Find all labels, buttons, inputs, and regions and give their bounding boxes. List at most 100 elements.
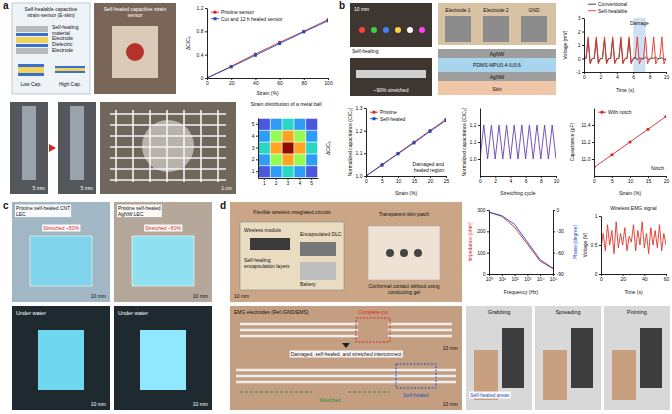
tick: 8 <box>649 72 652 80</box>
axis-title: ΔC/C₀ <box>185 36 191 50</box>
text-line: Normalized capacitance (C/C₀) <box>461 107 467 176</box>
tick-label: 1.1 <box>470 139 477 145</box>
axis-line <box>601 217 602 275</box>
axis-line <box>481 176 557 177</box>
label-bg <box>117 205 162 218</box>
label: Stretched ~50% <box>145 225 181 231</box>
chart: 020406000.51Time (s)Voltage (V)Wireless … <box>582 205 669 295</box>
tick-label: 4 <box>616 74 619 80</box>
decor-line <box>166 110 168 182</box>
legend-marker <box>600 111 603 114</box>
tick-label: 60 <box>277 80 283 86</box>
tick: 8 <box>540 176 543 184</box>
axis-line <box>490 274 554 275</box>
tick: 5 <box>611 176 614 184</box>
tick: 2 <box>275 178 278 186</box>
tick-label: 10⁴ <box>537 276 545 282</box>
tick-label: 0 <box>201 75 204 81</box>
tick-mark <box>487 231 489 232</box>
tick: -90 <box>553 271 564 277</box>
tick-mark <box>487 210 489 211</box>
decor-line <box>236 375 456 378</box>
tick-label: 300 <box>477 207 486 213</box>
series-line <box>489 212 553 269</box>
axis-line <box>480 109 481 177</box>
legend-entry: Pristine <box>370 109 397 115</box>
series-line <box>366 120 446 176</box>
y-axis: 00.51 <box>591 213 602 277</box>
arrow <box>342 343 350 348</box>
legend-label: With notch <box>608 109 632 115</box>
series-line <box>480 125 556 159</box>
y-axis: -10123 <box>576 15 584 75</box>
axis-line <box>367 176 447 177</box>
series-line <box>207 20 328 78</box>
tick-label: 200 <box>477 228 486 234</box>
tick-mark <box>205 78 207 79</box>
tick: 2 <box>252 156 258 162</box>
legend-entry: Self-healable <box>588 8 627 14</box>
tick-label: 0.5 <box>591 242 598 248</box>
label-bg <box>42 225 80 232</box>
tick-mark <box>364 108 366 109</box>
series-line <box>594 117 666 168</box>
photo <box>438 49 556 58</box>
x-axis: 0204060 <box>600 274 669 282</box>
axis-line <box>366 109 367 177</box>
marker <box>278 42 281 45</box>
tick-label: 8 <box>649 74 652 80</box>
photo <box>12 202 110 302</box>
tick: 20 <box>428 176 434 184</box>
legend-swatch <box>588 10 596 11</box>
axis-line <box>258 119 259 179</box>
legend-label: Self-healable <box>598 8 627 14</box>
cell <box>259 131 270 142</box>
marker <box>413 141 416 144</box>
text-line: Voltage (mV) <box>562 30 568 59</box>
series-line <box>366 119 446 176</box>
plot-area <box>366 118 446 176</box>
y-axis: 11.011.211.4 <box>581 109 594 177</box>
tick-label: 40 <box>642 276 648 282</box>
cell <box>271 154 282 165</box>
tick-mark <box>553 231 555 232</box>
photo <box>230 306 462 410</box>
label: High Cap. <box>59 81 81 87</box>
tick-mark <box>205 31 207 32</box>
marker <box>230 65 233 68</box>
label: Self-healingencapsulation layers <box>244 257 290 269</box>
tick: 0 <box>578 56 584 62</box>
axis-title: Voltage (mV) <box>562 30 568 59</box>
x-axis: 020406080100 <box>206 78 333 86</box>
tick: 6 <box>525 176 528 184</box>
label: Under water <box>16 310 46 316</box>
tick-label: 10 <box>396 178 402 184</box>
tick-label: 5 <box>381 178 384 184</box>
tick-label: 3 <box>578 15 581 21</box>
tick: 2 <box>578 29 584 35</box>
tick-mark <box>582 32 584 33</box>
axis-title: Frequency (Hz) <box>504 289 539 295</box>
tick: 0.8 <box>197 28 207 34</box>
photo <box>18 67 44 73</box>
tick: 10 <box>664 72 670 80</box>
text-line: Normalized capacitance (C/C₀) <box>347 107 353 176</box>
tick: 1.2 <box>356 128 366 134</box>
label: GND <box>528 7 540 13</box>
text-line: Capacitance (pF) <box>569 122 575 161</box>
panel-texts: aSelf-healable capacitivestrain-sensor (… <box>3 0 647 407</box>
plot-area <box>594 115 666 169</box>
tick-label: 0 <box>365 178 368 184</box>
plot-area <box>489 212 553 269</box>
label: Grabbing <box>488 309 511 315</box>
y-axis: 12345 <box>252 119 259 179</box>
label: 10 mm <box>193 401 208 407</box>
tick-label: 20 <box>664 178 670 184</box>
tick-mark <box>582 72 584 73</box>
marker <box>397 152 400 155</box>
tick-mark <box>205 8 207 9</box>
tick-label: 15 <box>412 178 418 184</box>
tick: 5 <box>252 121 258 127</box>
axis-line <box>594 109 595 177</box>
cell <box>259 119 270 130</box>
